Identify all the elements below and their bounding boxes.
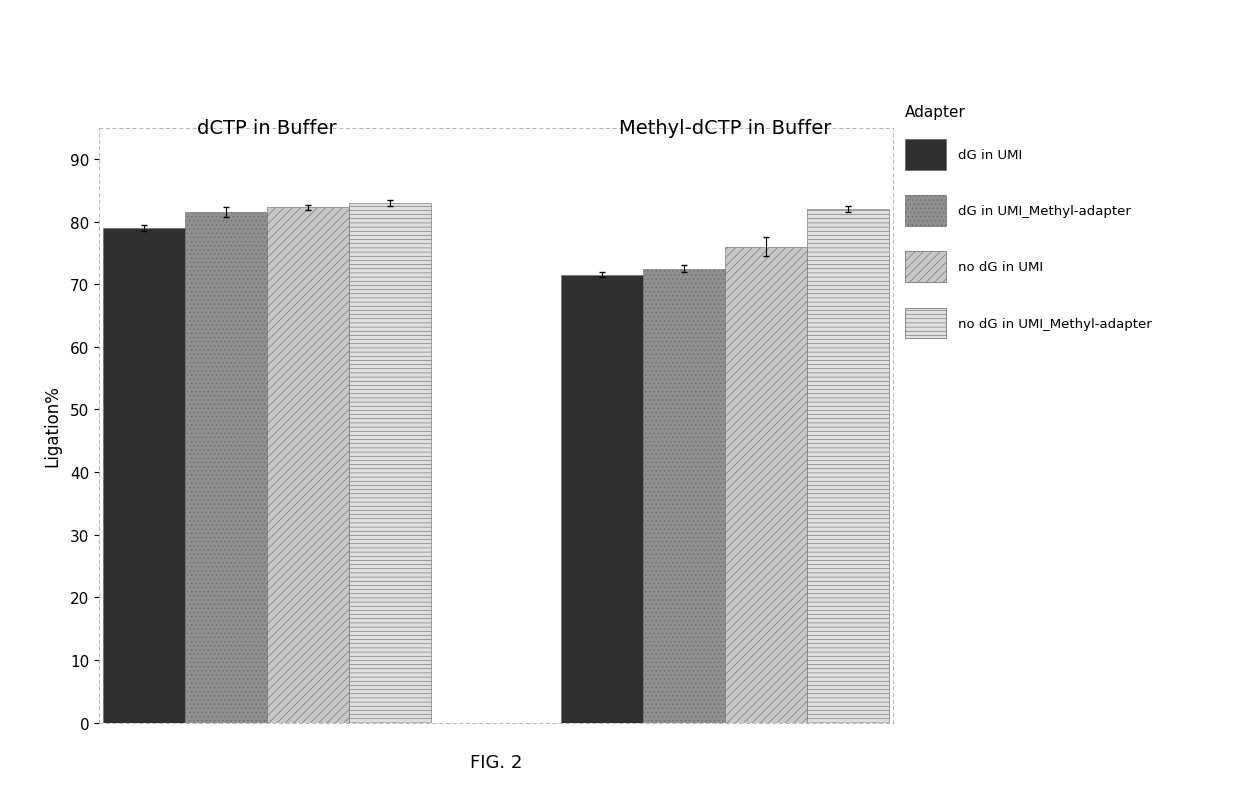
Bar — [725, 247, 807, 723]
Text: dG in UMI_Methyl-adapter: dG in UMI_Methyl-adapter — [957, 205, 1131, 218]
Bar — [644, 269, 725, 723]
Text: Methyl-dCTP in Buffer: Methyl-dCTP in Buffer — [619, 119, 831, 138]
Bar — [807, 210, 889, 723]
Y-axis label: Ligation%: Ligation% — [43, 385, 62, 467]
Text: Adapter: Adapter — [905, 104, 966, 120]
Bar — [348, 203, 430, 723]
Text: no dG in UMI_Methyl-adapter: no dG in UMI_Methyl-adapter — [957, 317, 1152, 330]
Bar — [905, 196, 945, 226]
Text: no dG in UMI: no dG in UMI — [957, 261, 1043, 274]
Bar — [185, 213, 267, 723]
Bar — [267, 208, 348, 723]
Text: dCTP in Buffer: dCTP in Buffer — [197, 119, 337, 138]
Text: dG in UMI: dG in UMI — [957, 149, 1022, 161]
Bar — [562, 275, 644, 723]
Bar — [905, 252, 945, 283]
Bar — [905, 140, 945, 170]
Text: FIG. 2: FIG. 2 — [470, 753, 522, 771]
Bar — [905, 308, 945, 339]
Bar — [103, 229, 185, 723]
